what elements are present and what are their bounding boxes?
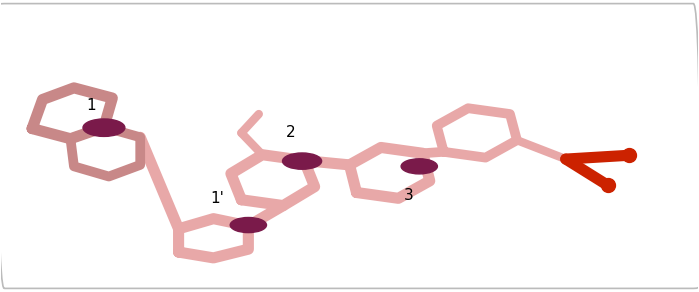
- Text: 1: 1: [87, 98, 96, 113]
- Text: 2: 2: [285, 126, 295, 140]
- Circle shape: [230, 218, 266, 233]
- Text: 3: 3: [404, 188, 414, 203]
- Circle shape: [401, 159, 438, 174]
- Text: 1': 1': [210, 191, 224, 206]
- Circle shape: [282, 153, 322, 169]
- Circle shape: [83, 119, 125, 136]
